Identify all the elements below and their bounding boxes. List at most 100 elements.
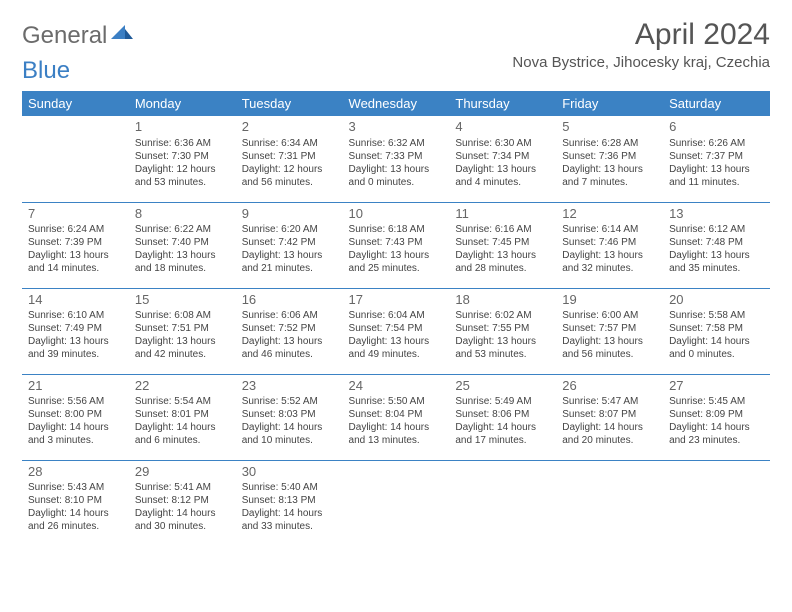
calendar-cell <box>343 460 450 546</box>
sunset-line: Sunset: 7:36 PM <box>562 150 657 163</box>
day-number: 20 <box>669 292 764 309</box>
daylight-line: Daylight: 13 hours and 11 minutes. <box>669 163 764 189</box>
sunset-line: Sunset: 8:12 PM <box>135 494 230 507</box>
sunrise-line: Sunrise: 6:28 AM <box>562 137 657 150</box>
calendar-cell: 26Sunrise: 5:47 AMSunset: 8:07 PMDayligh… <box>556 374 663 460</box>
calendar-cell: 27Sunrise: 5:45 AMSunset: 8:09 PMDayligh… <box>663 374 770 460</box>
day-number: 8 <box>135 206 230 223</box>
sunset-line: Sunset: 7:39 PM <box>28 236 123 249</box>
day-number: 17 <box>349 292 444 309</box>
calendar-cell: 16Sunrise: 6:06 AMSunset: 7:52 PMDayligh… <box>236 288 343 374</box>
logo-text-gray: General <box>22 22 107 50</box>
calendar-cell: 9Sunrise: 6:20 AMSunset: 7:42 PMDaylight… <box>236 202 343 288</box>
sunset-line: Sunset: 7:40 PM <box>135 236 230 249</box>
calendar-cell: 2Sunrise: 6:34 AMSunset: 7:31 PMDaylight… <box>236 116 343 202</box>
location: Nova Bystrice, Jihocesky kraj, Czechia <box>512 54 770 71</box>
day-number: 16 <box>242 292 337 309</box>
calendar-cell: 30Sunrise: 5:40 AMSunset: 8:13 PMDayligh… <box>236 460 343 546</box>
sunset-line: Sunset: 7:48 PM <box>669 236 764 249</box>
calendar-cell: 25Sunrise: 5:49 AMSunset: 8:06 PMDayligh… <box>449 374 556 460</box>
sunrise-line: Sunrise: 5:47 AM <box>562 395 657 408</box>
daylight-line: Daylight: 13 hours and 46 minutes. <box>242 335 337 361</box>
sunset-line: Sunset: 7:49 PM <box>28 322 123 335</box>
logo-icon <box>111 25 133 48</box>
sunset-line: Sunset: 7:57 PM <box>562 322 657 335</box>
day-number: 29 <box>135 464 230 481</box>
daylight-line: Daylight: 14 hours and 13 minutes. <box>349 421 444 447</box>
day-number: 25 <box>455 378 550 395</box>
calendar-cell: 28Sunrise: 5:43 AMSunset: 8:10 PMDayligh… <box>22 460 129 546</box>
calendar-cell: 8Sunrise: 6:22 AMSunset: 7:40 PMDaylight… <box>129 202 236 288</box>
calendar-cell: 5Sunrise: 6:28 AMSunset: 7:36 PMDaylight… <box>556 116 663 202</box>
sunrise-line: Sunrise: 5:41 AM <box>135 481 230 494</box>
day-number: 14 <box>28 292 123 309</box>
calendar-cell: 6Sunrise: 6:26 AMSunset: 7:37 PMDaylight… <box>663 116 770 202</box>
day-number: 3 <box>349 119 444 136</box>
day-header: Sunday <box>22 91 129 116</box>
sunrise-line: Sunrise: 6:22 AM <box>135 223 230 236</box>
sunrise-line: Sunrise: 6:08 AM <box>135 309 230 322</box>
day-number: 15 <box>135 292 230 309</box>
sunset-line: Sunset: 8:00 PM <box>28 408 123 421</box>
sunrise-line: Sunrise: 6:16 AM <box>455 223 550 236</box>
sunset-line: Sunset: 7:45 PM <box>455 236 550 249</box>
calendar-cell: 11Sunrise: 6:16 AMSunset: 7:45 PMDayligh… <box>449 202 556 288</box>
day-number: 4 <box>455 119 550 136</box>
calendar-cell: 13Sunrise: 6:12 AMSunset: 7:48 PMDayligh… <box>663 202 770 288</box>
sunrise-line: Sunrise: 6:20 AM <box>242 223 337 236</box>
sunrise-line: Sunrise: 6:14 AM <box>562 223 657 236</box>
calendar-cell: 7Sunrise: 6:24 AMSunset: 7:39 PMDaylight… <box>22 202 129 288</box>
sunrise-line: Sunrise: 5:54 AM <box>135 395 230 408</box>
sunset-line: Sunset: 8:09 PM <box>669 408 764 421</box>
calendar-cell <box>22 116 129 202</box>
sunrise-line: Sunrise: 6:10 AM <box>28 309 123 322</box>
calendar-cell: 14Sunrise: 6:10 AMSunset: 7:49 PMDayligh… <box>22 288 129 374</box>
day-number: 27 <box>669 378 764 395</box>
daylight-line: Daylight: 13 hours and 21 minutes. <box>242 249 337 275</box>
day-header: Monday <box>129 91 236 116</box>
daylight-line: Daylight: 14 hours and 20 minutes. <box>562 421 657 447</box>
sunset-line: Sunset: 8:13 PM <box>242 494 337 507</box>
daylight-line: Daylight: 13 hours and 18 minutes. <box>135 249 230 275</box>
day-number: 1 <box>135 119 230 136</box>
day-number: 10 <box>349 206 444 223</box>
sunrise-line: Sunrise: 6:26 AM <box>669 137 764 150</box>
calendar-cell: 17Sunrise: 6:04 AMSunset: 7:54 PMDayligh… <box>343 288 450 374</box>
sunrise-line: Sunrise: 6:24 AM <box>28 223 123 236</box>
day-number: 28 <box>28 464 123 481</box>
calendar-cell: 22Sunrise: 5:54 AMSunset: 8:01 PMDayligh… <box>129 374 236 460</box>
calendar-cell <box>449 460 556 546</box>
sunset-line: Sunset: 8:04 PM <box>349 408 444 421</box>
day-number: 13 <box>669 206 764 223</box>
sunrise-line: Sunrise: 6:18 AM <box>349 223 444 236</box>
day-number: 23 <box>242 378 337 395</box>
sunrise-line: Sunrise: 5:40 AM <box>242 481 337 494</box>
day-header: Friday <box>556 91 663 116</box>
daylight-line: Daylight: 14 hours and 6 minutes. <box>135 421 230 447</box>
daylight-line: Daylight: 13 hours and 39 minutes. <box>28 335 123 361</box>
sunset-line: Sunset: 8:01 PM <box>135 408 230 421</box>
day-number: 18 <box>455 292 550 309</box>
calendar-cell: 19Sunrise: 6:00 AMSunset: 7:57 PMDayligh… <box>556 288 663 374</box>
daylight-line: Daylight: 13 hours and 49 minutes. <box>349 335 444 361</box>
day-number: 30 <box>242 464 337 481</box>
sunrise-line: Sunrise: 6:00 AM <box>562 309 657 322</box>
day-header: Thursday <box>449 91 556 116</box>
day-number: 6 <box>669 119 764 136</box>
sunrise-line: Sunrise: 5:58 AM <box>669 309 764 322</box>
daylight-line: Daylight: 13 hours and 42 minutes. <box>135 335 230 361</box>
calendar-cell: 12Sunrise: 6:14 AMSunset: 7:46 PMDayligh… <box>556 202 663 288</box>
sunset-line: Sunset: 7:31 PM <box>242 150 337 163</box>
daylight-line: Daylight: 14 hours and 0 minutes. <box>669 335 764 361</box>
sunset-line: Sunset: 7:34 PM <box>455 150 550 163</box>
day-number: 22 <box>135 378 230 395</box>
sunset-line: Sunset: 8:03 PM <box>242 408 337 421</box>
daylight-line: Daylight: 13 hours and 14 minutes. <box>28 249 123 275</box>
daylight-line: Daylight: 14 hours and 17 minutes. <box>455 421 550 447</box>
sunrise-line: Sunrise: 6:32 AM <box>349 137 444 150</box>
day-number: 2 <box>242 119 337 136</box>
calendar-cell: 18Sunrise: 6:02 AMSunset: 7:55 PMDayligh… <box>449 288 556 374</box>
day-number: 11 <box>455 206 550 223</box>
sunrise-line: Sunrise: 5:52 AM <box>242 395 337 408</box>
sunset-line: Sunset: 7:42 PM <box>242 236 337 249</box>
